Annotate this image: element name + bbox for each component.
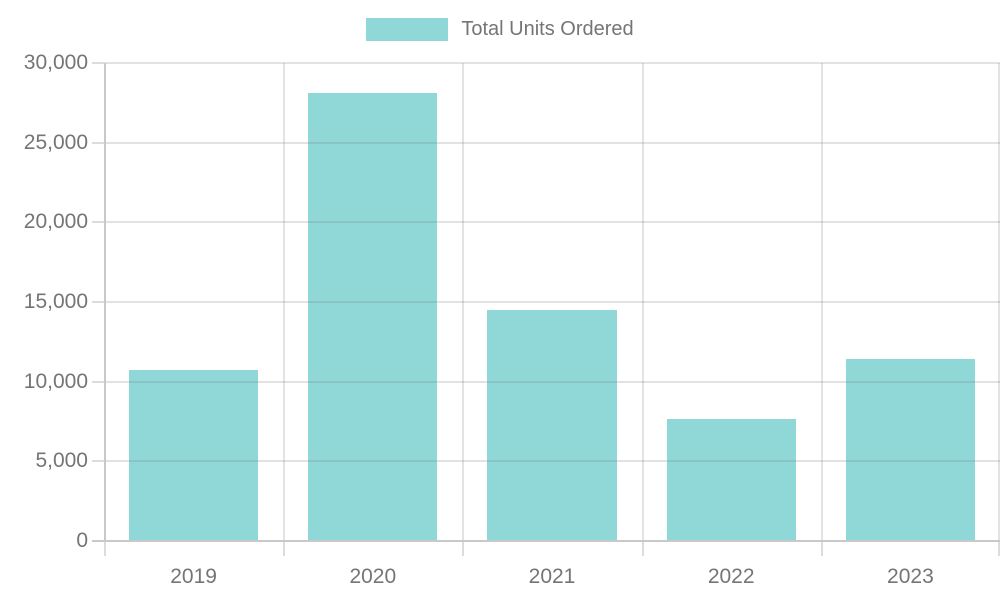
x-axis-label: 2021: [528, 565, 576, 588]
bar-2021[interactable]: [487, 309, 617, 541]
x-axis-tick: [820, 541, 823, 556]
x-axis-tick: [998, 541, 1000, 556]
bar-2023[interactable]: [845, 358, 975, 541]
gridline-horizontal: [104, 460, 1000, 463]
bar-2019[interactable]: [129, 369, 259, 541]
gridline-horizontal: [104, 221, 1000, 224]
gridline-horizontal: [104, 141, 1000, 144]
x-axis-label: 2020: [349, 565, 397, 588]
x-axis-tick: [462, 541, 465, 556]
y-axis-label: 10,000: [23, 369, 88, 393]
y-axis-tick: [92, 380, 104, 383]
gridline-vertical: [998, 63, 1000, 541]
bar-2020[interactable]: [308, 93, 438, 541]
y-axis-tick: [92, 141, 104, 144]
x-axis-label: 2022: [707, 565, 755, 588]
y-axis-tick: [92, 460, 104, 463]
y-axis-label: 30,000: [23, 51, 88, 74]
gridline-vertical: [820, 63, 823, 541]
y-axis-tick: [92, 301, 104, 303]
gridline-horizontal: [104, 301, 1000, 303]
x-axis-tick: [641, 541, 644, 556]
y-axis-label: 25,000: [23, 130, 88, 154]
y-axis-line: [104, 63, 106, 541]
y-axis-label: 5,000: [35, 449, 88, 473]
x-axis-label: 2019: [170, 565, 217, 588]
y-axis-label: 20,000: [23, 210, 88, 234]
gridline-horizontal: [104, 62, 1000, 64]
x-axis-tick: [104, 541, 106, 556]
legend[interactable]: Total Units Ordered: [0, 18, 1000, 41]
x-axis-tick: [283, 541, 286, 556]
legend-swatch-icon: [366, 18, 449, 41]
gridline-vertical: [462, 63, 465, 541]
gridline-vertical: [641, 63, 644, 541]
x-axis-line: [92, 540, 1000, 542]
x-axis-label: 2023: [887, 565, 934, 588]
legend-label: Total Units Ordered: [461, 18, 634, 40]
gridline-vertical: [283, 63, 286, 541]
bar-2022[interactable]: [666, 419, 796, 541]
y-axis-label: 15,000: [23, 290, 88, 313]
y-axis-label: 0: [76, 529, 88, 552]
y-axis-tick: [92, 62, 104, 64]
y-axis-tick: [92, 221, 104, 224]
gridline-horizontal: [104, 380, 1000, 383]
